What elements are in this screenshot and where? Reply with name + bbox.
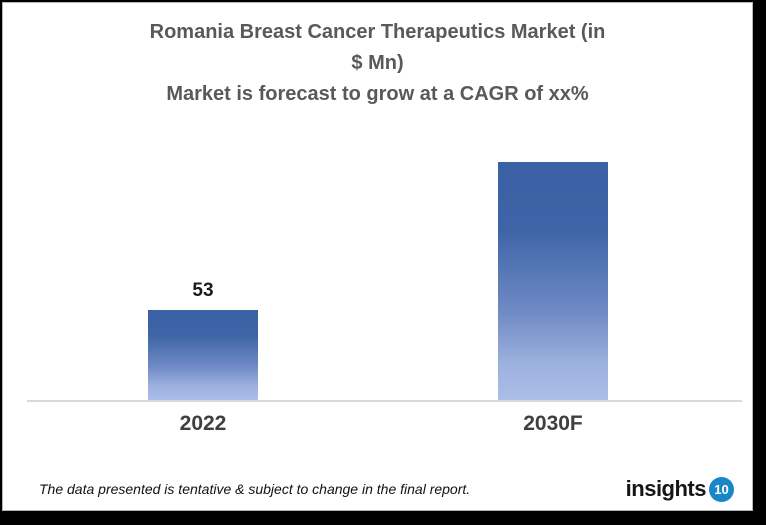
bar-2030f: [498, 162, 608, 400]
x-axis-label-2030f: 2030F: [523, 412, 583, 435]
logo-wordmark: insights: [625, 476, 707, 501]
chart-card: Romania Breast Cancer Therapeutics Marke…: [2, 2, 753, 511]
chart-subtitle: Market is forecast to grow at a CAGR of …: [166, 83, 589, 105]
chart-title-line-2: $ Mn): [351, 52, 404, 74]
insights10-logo: insights 10: [626, 474, 734, 504]
x-axis-line: [27, 400, 742, 402]
chart-title: Romania Breast Cancer Therapeutics Marke…: [3, 17, 752, 110]
bar-data-label-2022: 53: [192, 280, 214, 301]
chart-title-line-1: Romania Breast Cancer Therapeutics Marke…: [149, 21, 606, 43]
bar-2022: [148, 310, 258, 400]
disclaimer-text: The data presented is tentative & subjec…: [39, 481, 471, 497]
logo-10-badge-icon: 10: [709, 476, 734, 502]
x-axis-label-2022: 2022: [179, 412, 227, 435]
